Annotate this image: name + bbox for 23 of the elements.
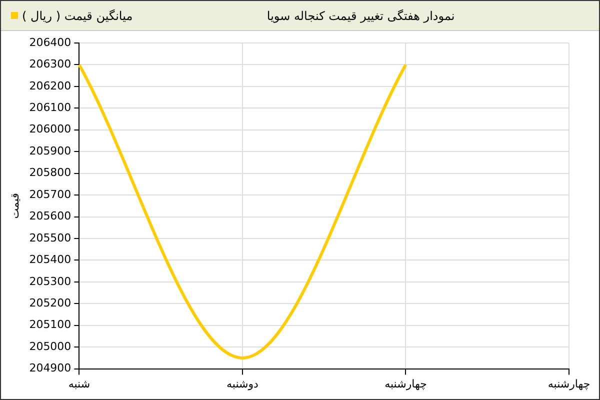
x-tick-label: شنبه: [68, 377, 90, 390]
y-tick-label: 206000: [29, 122, 72, 136]
y-tick-label: 206200: [29, 79, 72, 92]
legend-label: میانگین قیمت ( ریال ): [22, 8, 133, 22]
x-tick-label: دوشنبه: [226, 377, 259, 390]
y-tick-label: 205600: [29, 210, 72, 223]
x-tick-label: چهارشنبه: [384, 377, 427, 390]
y-tick-label: 205200: [29, 296, 72, 310]
y-tick-label: 205700: [29, 188, 72, 201]
y-tick-label: 205900: [29, 144, 72, 158]
y-tick-label: 205000: [29, 340, 72, 353]
x-tick-label: چهارشنبه: [548, 377, 590, 390]
y-tick-label: 205400: [29, 253, 72, 266]
y-tick-label: 204900: [29, 362, 72, 375]
y-tick-label: 206400: [29, 36, 72, 49]
y-axis-title: قیمت: [8, 193, 22, 219]
y-tick-label: 205300: [29, 274, 72, 288]
y-tick-label: 205500: [29, 231, 72, 244]
y-tick-label: 205800: [29, 166, 72, 180]
y-tick-label: 206300: [29, 58, 72, 71]
y-tick-label: 205100: [29, 318, 72, 332]
chart-title: نمودار هفتگی تغییر قیمت کنجاله سویا: [266, 8, 456, 22]
y-tick-label: 206100: [29, 101, 72, 114]
